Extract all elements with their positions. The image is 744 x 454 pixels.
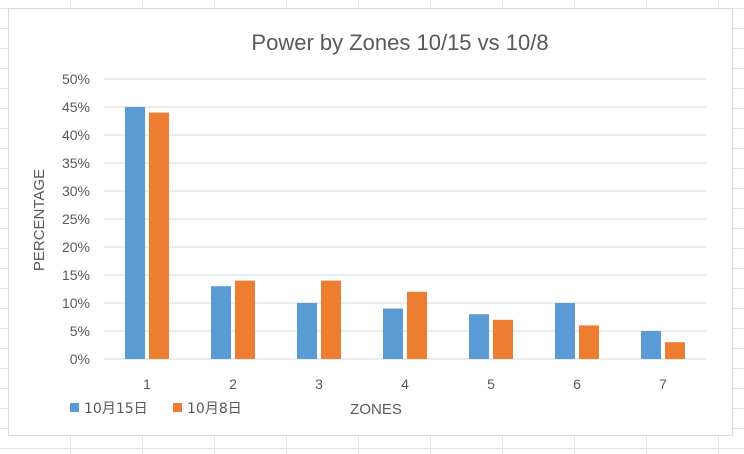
chart-title: Power by Zones 10/15 vs 10/8 — [251, 30, 548, 55]
legend-swatch — [173, 403, 182, 412]
bars — [125, 107, 685, 359]
bar-series-1[interactable] — [469, 314, 489, 359]
bar-series-2[interactable] — [665, 342, 685, 359]
bar-series-2[interactable] — [579, 325, 599, 359]
bar-series-1[interactable] — [297, 303, 317, 359]
legend: 10月15日 10月8日 — [70, 401, 242, 417]
bar-series-1[interactable] — [383, 308, 403, 359]
bar-series-2[interactable] — [321, 280, 341, 359]
y-tick-label: 50% — [62, 71, 90, 87]
y-tick-label: 0% — [70, 351, 90, 367]
x-axis-ticks: 1 2 3 4 5 6 7 — [143, 376, 667, 392]
bar-series-1[interactable] — [555, 303, 575, 359]
x-tick-label: 4 — [401, 376, 409, 392]
bar-series-2[interactable] — [235, 280, 255, 359]
gridlines — [104, 78, 706, 360]
x-tick-label: 6 — [573, 376, 581, 392]
y-tick-label: 25% — [62, 211, 90, 227]
y-tick-label: 5% — [70, 323, 90, 339]
x-tick-label: 3 — [315, 376, 323, 392]
bar-series-2[interactable] — [493, 319, 513, 359]
bar-series-2[interactable] — [407, 291, 427, 359]
bar-series-2[interactable] — [149, 112, 169, 359]
y-tick-label: 20% — [62, 239, 90, 255]
legend-label: 10月15日 — [84, 401, 148, 417]
y-tick-label: 15% — [62, 267, 90, 283]
y-tick-label: 10% — [62, 295, 90, 311]
x-tick-label: 5 — [487, 376, 495, 392]
legend-label: 10月8日 — [187, 401, 242, 417]
x-tick-label: 1 — [143, 376, 151, 392]
bar-series-1[interactable] — [641, 331, 661, 359]
x-tick-label: 2 — [229, 376, 237, 392]
bar-series-1[interactable] — [125, 107, 145, 359]
y-tick-label: 40% — [62, 127, 90, 143]
y-axis-ticks: 0% 5% 10% 15% 20% 25% 30% 35% 40% 45% 50% — [62, 71, 90, 367]
y-tick-label: 45% — [62, 99, 90, 115]
bar-series-1[interactable] — [211, 286, 231, 359]
x-tick-label: 7 — [659, 376, 667, 392]
x-axis-title: ZONES — [350, 401, 402, 418]
legend-swatch — [70, 403, 79, 412]
y-tick-label: 35% — [62, 155, 90, 171]
y-tick-label: 30% — [62, 183, 90, 199]
y-axis-title: PERCENTAGE — [31, 169, 48, 271]
